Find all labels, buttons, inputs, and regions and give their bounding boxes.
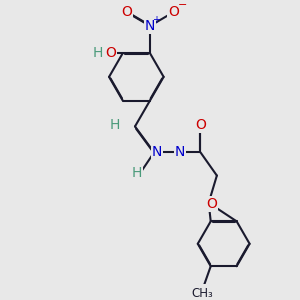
- Text: O: O: [105, 46, 116, 60]
- Text: N: N: [145, 19, 155, 33]
- Text: H: H: [131, 166, 142, 180]
- Text: N: N: [152, 146, 162, 159]
- Text: O: O: [168, 5, 178, 19]
- Text: O: O: [206, 197, 217, 211]
- Text: +: +: [152, 15, 160, 25]
- Text: O: O: [122, 5, 132, 19]
- Text: H: H: [109, 118, 120, 132]
- Text: CH₃: CH₃: [192, 287, 213, 300]
- Text: −: −: [178, 1, 188, 10]
- Text: N: N: [175, 146, 185, 159]
- Text: O: O: [195, 118, 206, 132]
- Text: H: H: [93, 46, 103, 60]
